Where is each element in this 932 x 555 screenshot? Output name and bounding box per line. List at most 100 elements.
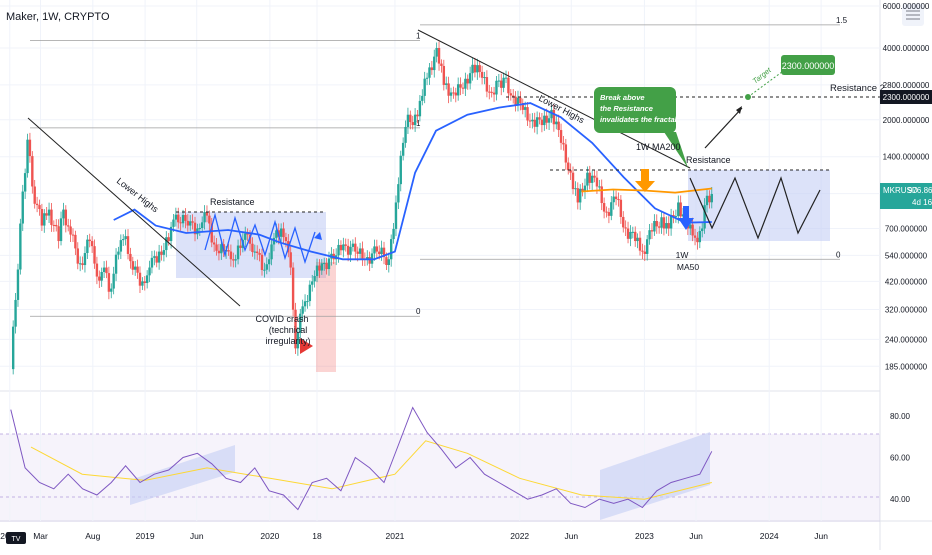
candle-body [234,259,237,261]
candle-body [672,214,675,217]
candle-body [102,267,106,272]
candle-body [593,175,596,178]
ma50-label-line2: MA50 [677,262,699,272]
time-tick-label: 2019 [136,531,155,541]
fractal-wave-arrowhead [314,232,322,240]
candle-body [641,250,644,252]
candle-body [69,226,72,235]
candle-body [636,237,639,242]
candle-body [299,313,302,333]
candle-body [490,91,493,93]
breakout-arrowhead [736,106,742,114]
candle-body [512,95,515,97]
candle-body [26,139,29,174]
candle-body [98,276,101,281]
candle-body [461,87,465,89]
candle-body [294,309,297,349]
candle-body [610,202,613,216]
candle-body [282,228,285,238]
candle-body [425,77,429,79]
symbol-label: MKRUSD [883,186,918,195]
candle-body [244,233,247,240]
lower-highs-trendline-2022 [417,29,691,169]
candle-body [569,170,572,173]
candle-body [397,184,400,203]
candle-body [528,120,532,122]
candle-body [485,77,489,92]
candle-body [107,273,111,292]
candle-body [265,264,268,270]
candle-body [289,252,292,268]
candle-body [492,92,496,95]
candle-body [366,257,369,260]
time-tick-label: 2022 [510,531,529,541]
candle-body [416,114,419,117]
candle-body [471,64,474,74]
candle-body [258,253,261,255]
candle-body [220,244,223,254]
candle-body [691,224,694,236]
time-tick-label: Aug [85,531,100,541]
ma50-arrow [678,206,694,230]
candle-body [205,212,209,216]
candle-body [406,114,410,127]
candle-body [626,228,630,239]
resistance-2-label: Resistance 2 [830,83,885,94]
candle-body [62,209,65,219]
candle-body [291,267,295,310]
candle-body [93,246,96,264]
covid-label-line3: irregularity) [265,336,310,346]
candle-body [653,221,656,232]
candle-body [38,205,41,210]
candle-body [442,65,446,85]
candle-body [47,209,51,216]
candle-body [586,172,589,186]
candle-body [361,248,364,259]
candle-body [401,142,405,156]
candle-body [543,115,546,126]
candle-body [19,223,22,270]
candle-body [349,246,352,255]
candle-body [40,209,44,226]
candle-body [373,246,376,254]
candle-body [110,288,113,292]
candle-body [284,237,288,242]
candle-body [404,126,407,143]
candle-body [679,202,682,217]
candle-body [624,227,627,229]
candle-body [392,228,395,240]
candle-body [14,299,17,327]
candle-body [339,244,343,251]
candle-body [600,186,603,204]
price-tick-label: 185.000000 [885,362,928,371]
price-tick-label: 420.000000 [885,277,928,286]
candle-body [452,92,455,94]
candle-body [574,188,577,190]
candle-body [507,77,510,94]
rsi-tick-label: 80.00 [890,412,911,421]
candle-body [275,230,278,238]
time-tick-label: 2021 [385,531,404,541]
gear-icon[interactable] [902,4,924,26]
candle-body [318,265,321,271]
candle-body [538,117,541,120]
candle-body [74,234,77,249]
rsi-line [10,406,713,511]
resistance-label-2019: Resistance [210,197,255,207]
lower-highs-trendline-2018 [27,117,241,307]
candle-body [605,211,608,213]
candle-body [55,224,58,227]
candle-body [71,234,75,236]
candle-body [232,259,235,261]
candle-body [650,230,654,232]
candle-body [523,107,527,110]
candle-body [344,244,347,246]
candle-body [346,245,350,255]
candle-body [217,250,221,254]
candle-body [550,109,553,119]
candle-body [35,203,39,206]
price-tick-label: 2000.000000 [883,116,930,125]
callout-box [594,87,676,133]
candle-body [131,261,135,270]
